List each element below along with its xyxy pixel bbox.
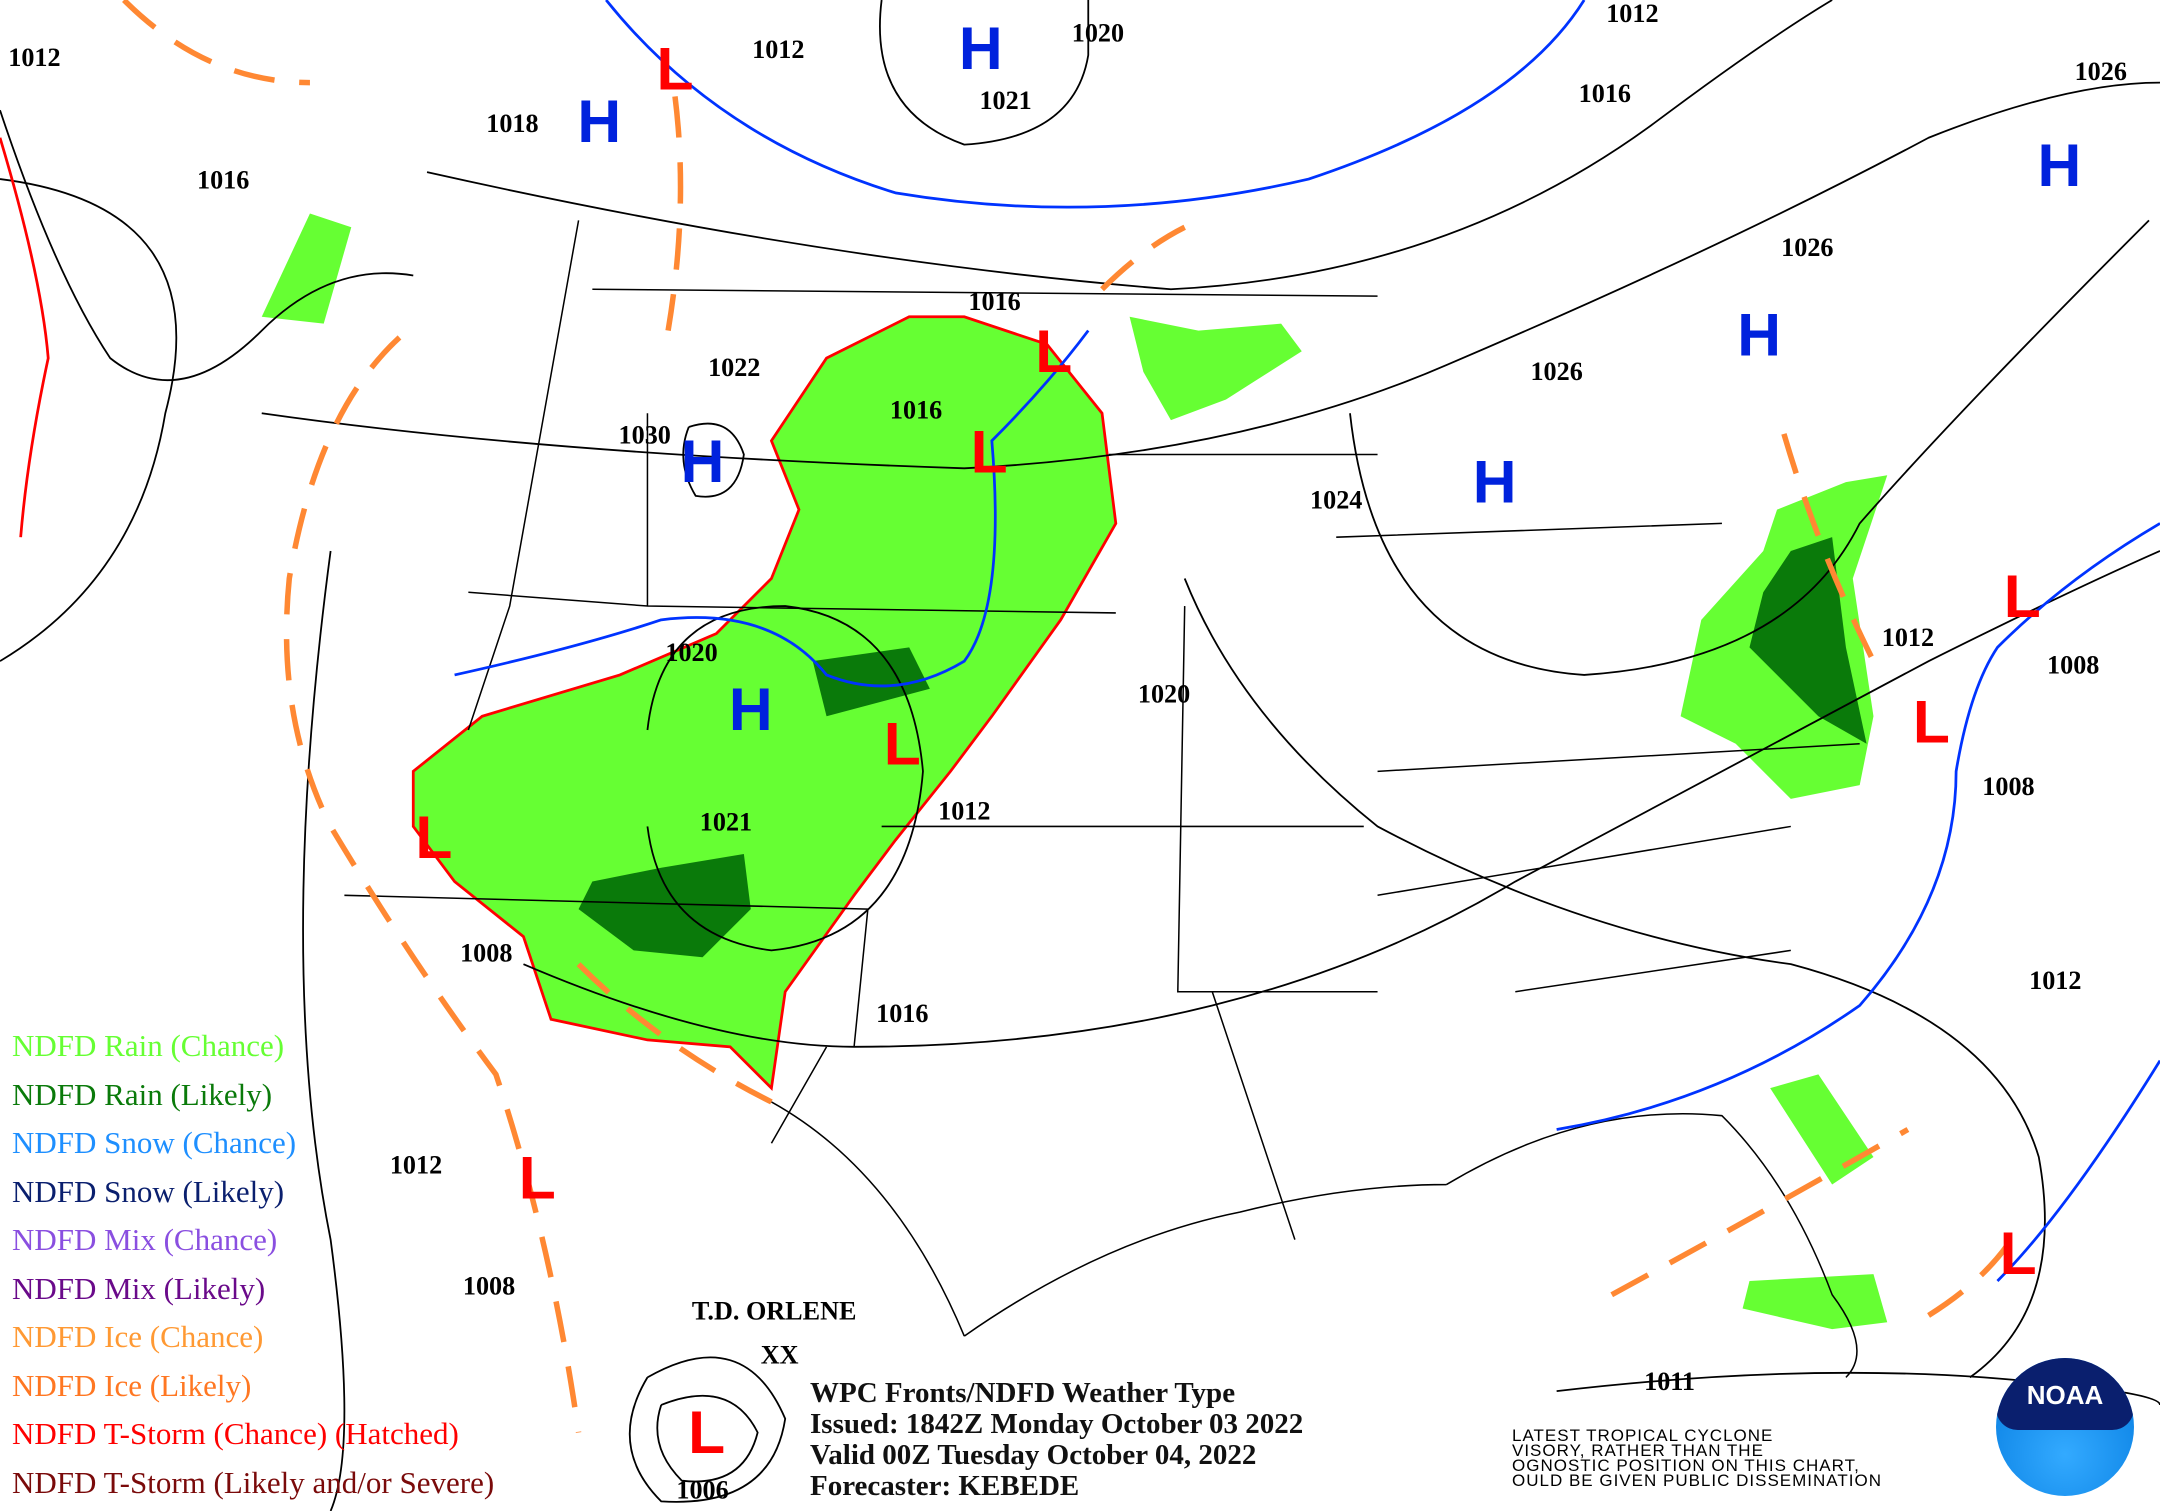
title-block: WPC Fronts/NDFD Weather Type Issued: 184… <box>810 1378 1303 1502</box>
legend-rain-chance: NDFD Rain (Chance) <box>12 1028 285 1063</box>
rain-likely-area-2 <box>812 647 930 717</box>
rain-chance-area-florida <box>1742 1074 1888 1330</box>
isobar-label: 1022 <box>708 353 760 382</box>
tropical-note-line: LATEST TROPICAL CYCLONE <box>1512 1426 1774 1445</box>
isobar-label: 1024 <box>1310 485 1362 514</box>
legend-mix-chance: NDFD Mix (Chance) <box>12 1222 278 1257</box>
fronts <box>0 0 2160 1433</box>
low-pressure-center: L <box>415 803 452 871</box>
low-pressure-center: L <box>519 1143 556 1211</box>
rain-chance-area-pacific <box>261 213 352 324</box>
low-pressure-center: L <box>2004 562 2041 630</box>
tropical-note: LATEST TROPICAL CYCLONE VISORY, RATHER T… <box>1512 1426 1882 1490</box>
isobar-label: 1021 <box>979 86 1031 115</box>
isobar-label: 1011 <box>1644 1367 1695 1396</box>
legend-tstorm-likely: NDFD T-Storm (Likely and/or Severe) <box>12 1464 495 1500</box>
legend-tstorm-chance: NDFD T-Storm (Chance) (Hatched) <box>12 1416 459 1451</box>
low-pressure-center: L <box>1913 687 1950 755</box>
legend: NDFD Rain (Chance) NDFD Rain (Likely) ND… <box>12 1022 494 1507</box>
stationary-front <box>454 329 1090 688</box>
isobar-label: 1016 <box>968 287 1020 316</box>
isobar-label: 1012 <box>1606 0 1658 28</box>
high-pressure-center: H <box>729 675 773 743</box>
low-pressure-center: L <box>1035 317 1072 385</box>
valid-time: Valid 00Z Tuesday October 04, 2022 <box>810 1439 1257 1471</box>
rain-likely-area <box>578 853 751 958</box>
isobar-label: 1008 <box>2047 651 2099 680</box>
legend-snow-chance: NDFD Snow (Chance) <box>12 1125 297 1160</box>
warm-front-caribbean <box>1996 1059 2160 1282</box>
legend-snow-likely: NDFD Snow (Likely) <box>12 1173 285 1209</box>
isobar-label: 1012 <box>390 1151 442 1180</box>
low-pressure-center: L <box>884 709 921 777</box>
legend-ice-chance: NDFD Ice (Chance) <box>12 1319 264 1354</box>
isobar-label: 1012 <box>752 35 804 64</box>
high-pressure-center: H <box>1737 300 1781 368</box>
tropical-note-line: OGNOSTIC POSITION ON THIS CHART, <box>1512 1456 1860 1475</box>
noaa-logo-top <box>1996 1358 2134 1430</box>
isobar-label: 1012 <box>2029 966 2081 995</box>
tropical-note-line: VISORY, RATHER THAN THE <box>1512 1441 1764 1460</box>
isobar-label: 1012 <box>8 43 60 72</box>
high-pressure-center: H <box>681 427 725 495</box>
forecaster: Forecaster: KEBEDE <box>810 1470 1080 1502</box>
isobar-label: 1016 <box>890 396 942 425</box>
storm-marker: XX <box>761 1341 799 1370</box>
chart-title: WPC Fronts/NDFD Weather Type <box>810 1377 1236 1409</box>
isobar-label: 1018 <box>486 109 538 138</box>
legend-rain-likely: NDFD Rain (Likely) <box>12 1076 273 1112</box>
isobar-label: 1016 <box>197 166 249 195</box>
precipitation-areas <box>261 213 1888 1330</box>
high-pressure-center: H <box>2038 131 2082 199</box>
legend-ice-likely: NDFD Ice (Likely) <box>12 1367 252 1403</box>
isobar-label: 1026 <box>2075 57 2127 86</box>
high-pressure-center: H <box>1473 448 1517 516</box>
high-pressure-center: H <box>959 14 1003 82</box>
low-pressure-center: L <box>656 35 693 103</box>
isobar-label: 1008 <box>1982 772 2034 801</box>
isobar-label: 1026 <box>1530 357 1582 386</box>
low-pressure-center: L <box>688 1398 725 1466</box>
state-borders <box>344 220 1860 1378</box>
noaa-logo: NOAA <box>1996 1358 2134 1496</box>
isobar-label: 1026 <box>1781 233 1833 262</box>
isobar-label: 1012 <box>938 797 990 826</box>
noaa-logo-text: NOAA <box>2026 1380 2104 1410</box>
rain-chance-area-north <box>1129 316 1302 421</box>
cold-front-west-coast <box>0 137 50 538</box>
legend-mix-likely: NDFD Mix (Likely) <box>12 1270 266 1306</box>
cold-front-north <box>605 0 1586 209</box>
isobar-label: 1020 <box>1138 679 1190 708</box>
isobar-label: 1008 <box>463 1272 515 1301</box>
cold-front-east <box>1556 522 2160 1131</box>
isobar-label: 1006 <box>676 1476 728 1505</box>
storm-name: T.D. ORLENE <box>692 1297 856 1326</box>
tropical-note-line: OULD BE GIVEN PUBLIC DISSEMINATION <box>1512 1471 1882 1490</box>
pressure-labels: 1012 1012 1020 1021 1012 1016 1026 1018 1016 1026… <box>8 0 2127 1505</box>
low-pressure-center: L <box>971 417 1008 485</box>
isobar-label: 1021 <box>700 808 752 837</box>
isobar-label: 1016 <box>876 999 928 1028</box>
isobar-label: 1016 <box>1579 79 1631 108</box>
high-pressure-center: H <box>577 87 621 155</box>
isobar-label: 1020 <box>1072 18 1124 47</box>
isobar-label: 1012 <box>1882 623 1934 652</box>
isobar-label: 1030 <box>619 421 671 450</box>
isobar-label: 1020 <box>665 638 717 667</box>
low-pressure-center: L <box>2000 1219 2037 1287</box>
isobar-label: 1008 <box>460 938 512 967</box>
issued-time: Issued: 1842Z Monday October 03 2022 <box>810 1408 1304 1440</box>
